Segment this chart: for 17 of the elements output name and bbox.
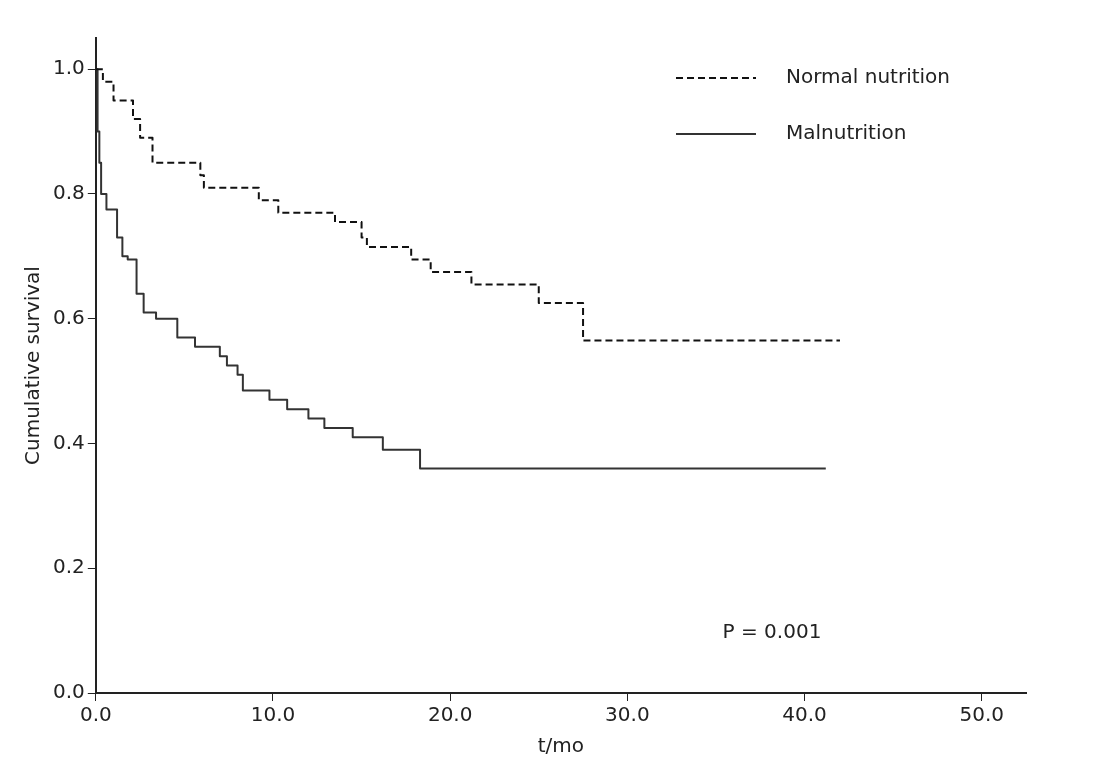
x-tick-label: 10.0 bbox=[250, 702, 296, 727]
x-tick-label: 40.0 bbox=[782, 702, 827, 727]
y-axis-title: Cumulative survival bbox=[20, 266, 45, 465]
y-tick-label: 0.4 bbox=[52, 429, 85, 454]
x-tick-label: 30.0 bbox=[605, 702, 650, 727]
x-axis-title: t/mo bbox=[537, 733, 585, 758]
y-tick-label: 0.2 bbox=[52, 554, 85, 579]
y-tick-label: 0.8 bbox=[52, 180, 85, 205]
x-tick-label: 20.0 bbox=[427, 702, 473, 727]
y-tick-label: 0.6 bbox=[52, 304, 85, 329]
x-tick-label: 0.0 bbox=[79, 702, 112, 727]
legend-label: Malnutrition bbox=[786, 120, 907, 145]
x-tick-label: 50.0 bbox=[959, 702, 1004, 727]
y-tick-label: 1.0 bbox=[52, 55, 85, 80]
annotation: P = 0.001 bbox=[722, 619, 822, 644]
legend-label: Normal nutrition bbox=[786, 64, 951, 89]
y-tick-label: 0.0 bbox=[52, 679, 85, 704]
